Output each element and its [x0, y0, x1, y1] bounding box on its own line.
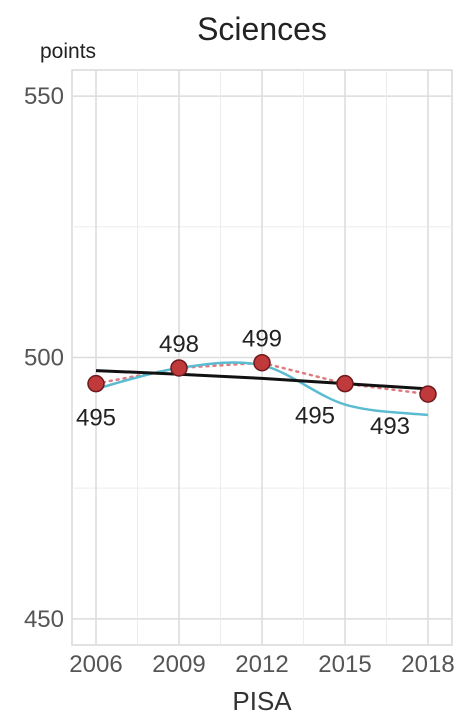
data-points — [87, 353, 437, 403]
data-label: 499 — [242, 326, 282, 353]
data-point — [253, 353, 271, 372]
data-point — [419, 385, 437, 403]
chart-title: Sciences — [197, 11, 327, 47]
x-axis-ticks: 2006 2009 2012 2015 2018 — [69, 651, 454, 678]
y-tick-label: 450 — [24, 606, 64, 633]
data-labels: 495 498 499 495 493 — [76, 326, 410, 440]
data-point — [336, 374, 354, 393]
x-tick-label: 2015 — [318, 651, 371, 678]
data-label: 493 — [370, 413, 410, 440]
x-tick-label: 2012 — [235, 651, 288, 678]
data-label: 498 — [159, 331, 199, 358]
data-label: 495 — [295, 403, 335, 430]
data-point — [87, 374, 105, 393]
data-point — [170, 359, 188, 377]
y-tick-label: 550 — [24, 83, 64, 110]
x-tick-label: 2009 — [152, 651, 205, 678]
y-axis-ticks: 450 500 550 — [24, 83, 64, 633]
y-tick-label: 500 — [24, 345, 64, 372]
x-tick-label: 2018 — [401, 651, 454, 678]
x-axis-title: PISA — [232, 686, 292, 716]
linear-trend-line — [95, 369, 429, 391]
y-axis-title: points — [40, 40, 96, 63]
x-tick-label: 2006 — [69, 651, 122, 678]
data-label: 495 — [76, 405, 116, 432]
